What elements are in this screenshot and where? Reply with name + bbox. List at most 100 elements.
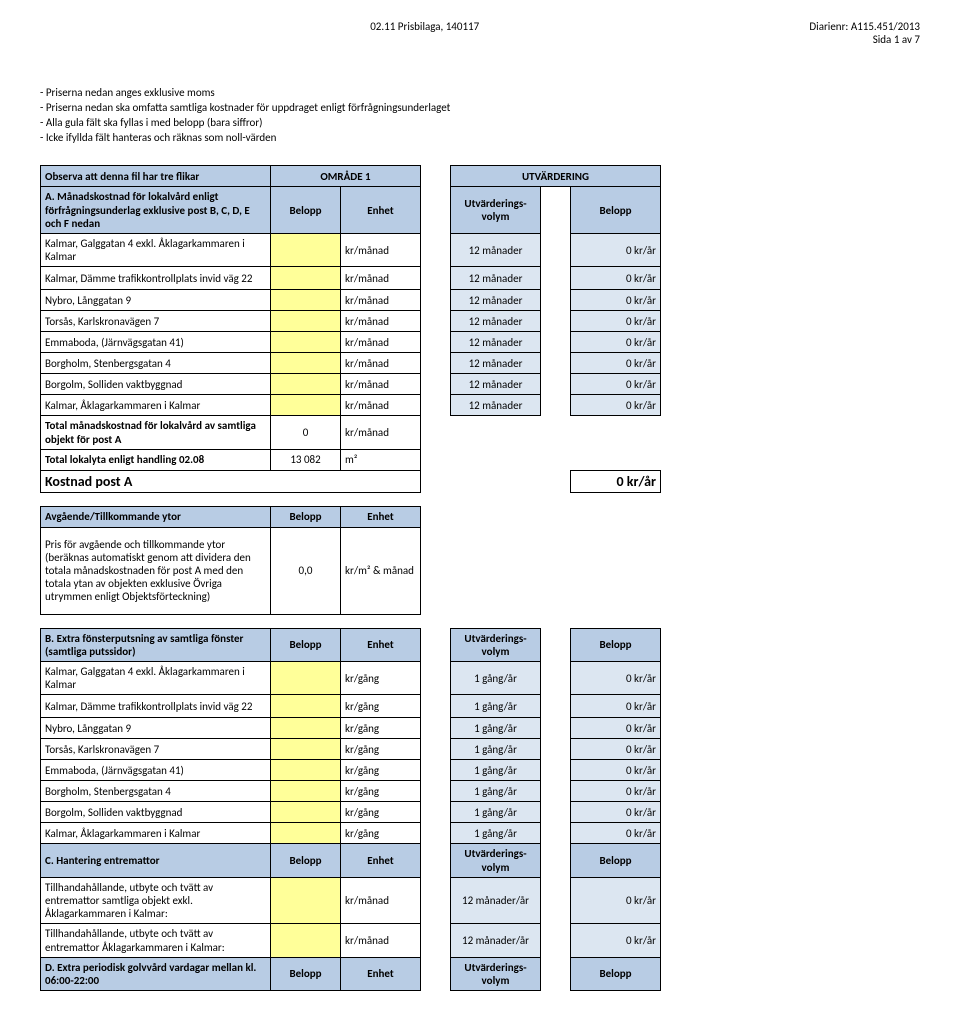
utvardering-label: UTVÄRDERING — [451, 166, 661, 187]
row-vol: 12 månader — [451, 290, 541, 311]
section-b-title: B. Extra fönsterputsning av samtliga fön… — [41, 628, 271, 661]
row-belopp-input[interactable] — [271, 374, 341, 395]
b-belopp2: Belopp — [571, 628, 661, 661]
section-d-title: D. Extra periodisk golvvård vardagar mel… — [41, 957, 271, 990]
row-desc: Tillhandahållande, utbyte och tvätt av e… — [41, 877, 271, 924]
row-vol: 1 gång/år — [451, 718, 541, 739]
row-belopp-input[interactable] — [271, 290, 341, 311]
row-vol: 12 månader — [451, 395, 541, 416]
row-unit: kr/gång — [341, 739, 421, 760]
observa-label: Observa att denna fil har tre flikar — [41, 166, 271, 187]
col-vol: Utvärderings- volym — [451, 187, 541, 234]
row-unit: kr/månad — [341, 395, 421, 416]
row-unit: kr/gång — [341, 802, 421, 823]
row-desc: Tillhandahållande, utbyte och tvätt av e… — [41, 924, 271, 957]
row-belopp-input[interactable] — [271, 924, 341, 957]
avg-title: Avgående/Tillkommande ytor — [41, 506, 271, 527]
row-belopp-input[interactable] — [271, 267, 341, 290]
row-desc: Torsås, Karlskronavägen 7 — [41, 311, 271, 332]
row-belopp-input[interactable] — [271, 760, 341, 781]
total1-label: Total månadskostnad för lokalvård av sam… — [41, 416, 271, 449]
row-val: 0 kr/år — [571, 924, 661, 957]
row-belopp-input[interactable] — [271, 739, 341, 760]
c-vol: Utvärderings- volym — [451, 844, 541, 877]
header-page: Sida 1 av 7 — [809, 33, 920, 46]
note-line: - Alla gula fält ska fyllas i med belopp… — [40, 116, 920, 131]
row-val: 0 kr/år — [571, 695, 661, 718]
row-belopp-input[interactable] — [271, 877, 341, 924]
row-belopp-input[interactable] — [271, 718, 341, 739]
row-val: 0 kr/år — [571, 760, 661, 781]
row-vol: 12 månader — [451, 311, 541, 332]
row-desc: Borgolm, Solliden vaktbyggnad — [41, 374, 271, 395]
row-belopp-input[interactable] — [271, 823, 341, 844]
row-vol: 1 gång/år — [451, 823, 541, 844]
col-enhet: Enhet — [341, 187, 421, 234]
row-unit: kr/gång — [341, 781, 421, 802]
row-vol: 12 månader/år — [451, 877, 541, 924]
row-val: 0 kr/år — [571, 718, 661, 739]
row-desc: Emmaboda, (Järnvägsgatan 41) — [41, 332, 271, 353]
row-desc: Torsås, Karlskronavägen 7 — [41, 739, 271, 760]
b-vol: Utvärderings- volym — [451, 628, 541, 661]
table-section-b: B. Extra fönsterputsning av samtliga fön… — [40, 628, 920, 991]
note-line: - Priserna nedan anges exklusive moms — [40, 86, 920, 101]
total1-val: 0 — [271, 416, 341, 449]
row-belopp-input[interactable] — [271, 695, 341, 718]
row-belopp-input[interactable] — [271, 311, 341, 332]
row-unit: kr/månad — [341, 290, 421, 311]
row-val: 0 kr/år — [571, 353, 661, 374]
note-line: - Priserna nedan ska omfatta samtliga ko… — [40, 101, 920, 116]
total1-unit: kr/månad — [341, 416, 421, 449]
row-unit: kr/gång — [341, 662, 421, 695]
row-desc: Kalmar, Åklagarkammaren i Kalmar — [41, 395, 271, 416]
row-vol: 1 gång/år — [451, 695, 541, 718]
row-vol: 12 månader — [451, 267, 541, 290]
row-desc: Emmaboda, (Järnvägsgatan 41) — [41, 760, 271, 781]
row-vol: 1 gång/år — [451, 781, 541, 802]
kostnad-val: 0 kr/år — [571, 470, 661, 492]
row-unit: kr/månad — [341, 311, 421, 332]
row-belopp-input[interactable] — [271, 233, 341, 266]
row-vol: 12 månader — [451, 353, 541, 374]
row-unit: kr/månad — [341, 233, 421, 266]
row-belopp-input[interactable] — [271, 802, 341, 823]
kostnad-label: Kostnad post A — [41, 470, 421, 492]
row-val: 0 kr/år — [571, 311, 661, 332]
b-enhet: Enhet — [341, 628, 421, 661]
row-val: 0 kr/år — [571, 662, 661, 695]
d-enhet: Enhet — [341, 957, 421, 990]
note-line: - Icke ifyllda fält hanteras och räknas … — [40, 131, 920, 146]
row-unit: kr/månad — [341, 353, 421, 374]
row-desc: Kalmar, Galggatan 4 exkl. Åklagarkammare… — [41, 662, 271, 695]
row-belopp-input[interactable] — [271, 353, 341, 374]
omrade-label: OMRÅDE 1 — [271, 166, 421, 187]
total2-label: Total lokalyta enligt handling 02.08 — [41, 449, 271, 470]
row-desc: Kalmar, Dämme trafikkontrollplats invid … — [41, 267, 271, 290]
row-belopp-input[interactable] — [271, 781, 341, 802]
row-unit: kr/gång — [341, 695, 421, 718]
row-unit: kr/gång — [341, 760, 421, 781]
table-section-a: Observa att denna fil har tre flikar OMR… — [40, 165, 920, 492]
row-belopp-input[interactable] — [271, 395, 341, 416]
row-val: 0 kr/år — [571, 823, 661, 844]
row-val: 0 kr/år — [571, 233, 661, 266]
row-vol: 1 gång/år — [451, 802, 541, 823]
d-belopp: Belopp — [271, 957, 341, 990]
avg-unit: kr/m² & månad — [341, 527, 421, 614]
row-val: 0 kr/år — [571, 332, 661, 353]
row-unit: kr/gång — [341, 718, 421, 739]
row-belopp-input[interactable] — [271, 332, 341, 353]
row-desc: Nybro, Långgatan 9 — [41, 718, 271, 739]
row-unit: kr/månad — [341, 332, 421, 353]
row-belopp-input[interactable] — [271, 662, 341, 695]
row-val: 0 kr/år — [571, 374, 661, 395]
row-unit: kr/gång — [341, 823, 421, 844]
row-unit: kr/månad — [341, 877, 421, 924]
row-val: 0 kr/år — [571, 290, 661, 311]
row-unit: kr/månad — [341, 267, 421, 290]
row-val: 0 kr/år — [571, 739, 661, 760]
row-vol: 12 månader — [451, 332, 541, 353]
avg-val: 0,0 — [271, 527, 341, 614]
row-desc: Borgolm, Solliden vaktbyggnad — [41, 802, 271, 823]
